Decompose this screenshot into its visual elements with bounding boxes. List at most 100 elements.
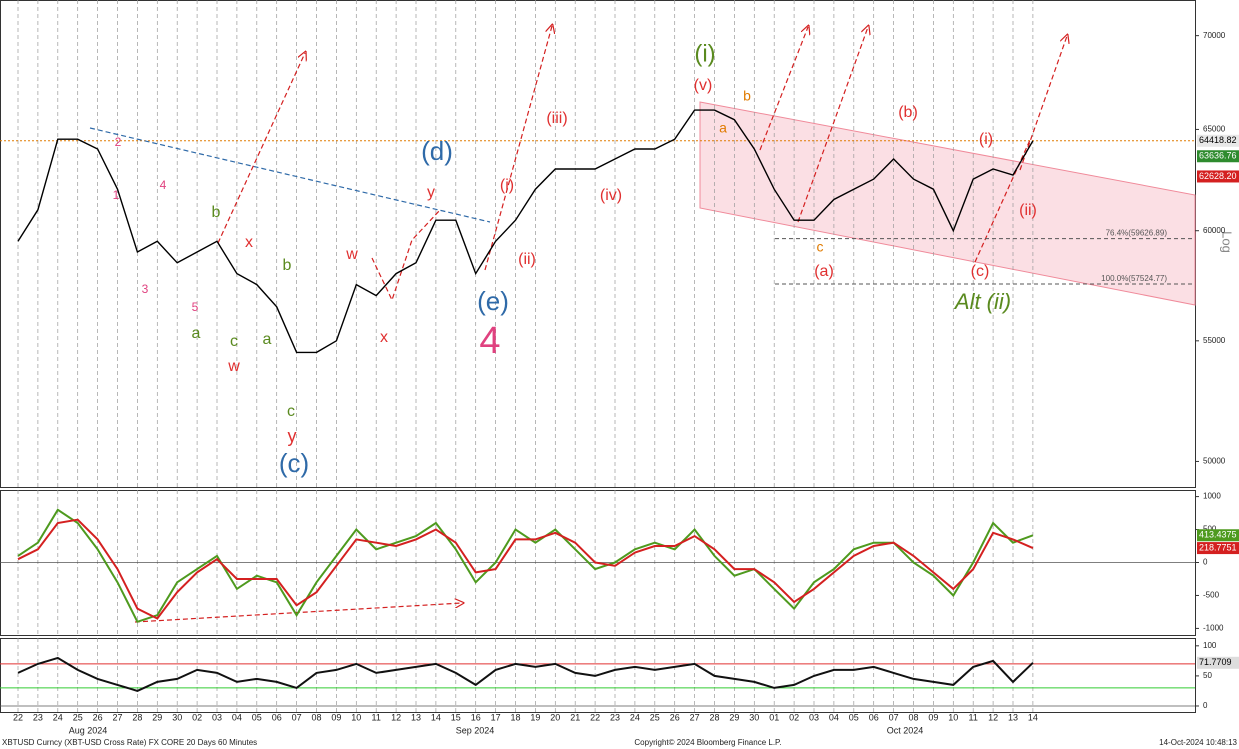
y-tick-label: 100 — [1203, 641, 1217, 650]
y-tick-label: 0 — [1203, 558, 1208, 567]
wave-label: 3 — [142, 282, 149, 296]
x-tick-label: 27 — [112, 712, 122, 722]
wave-label: 5 — [192, 300, 199, 314]
x-tick-label: 12 — [391, 712, 401, 722]
wave-label: w — [345, 246, 358, 263]
wave-label: (c) — [971, 263, 990, 280]
x-tick-label: 03 — [212, 712, 222, 722]
x-tick-label: 15 — [451, 712, 461, 722]
last-value-box — [1197, 150, 1239, 163]
wave-label: (e) — [477, 286, 509, 316]
x-tick-label: 27 — [690, 712, 700, 722]
x-tick-label: 08 — [311, 712, 321, 722]
wave-label: a — [192, 325, 201, 342]
wave-label: b — [212, 204, 221, 221]
x-tick-label: 14 — [1028, 712, 1038, 722]
x-tick-label: 06 — [869, 712, 879, 722]
footer-center: Copyright© 2024 Bloomberg Finance L.P. — [634, 738, 781, 747]
last-value-label: 62628.20 — [1199, 171, 1237, 181]
x-tick-label: 11 — [969, 712, 978, 722]
y-axis-label: Log — [1220, 231, 1235, 253]
wave-label: (i) — [694, 40, 715, 67]
x-tick-label: 28 — [709, 712, 719, 722]
x-tick-label: 07 — [292, 712, 302, 722]
price-line — [17, 508, 1034, 624]
wave-label: c — [817, 239, 824, 255]
fib-label: 76.4%(59626.89) — [1106, 229, 1168, 238]
x-tick-label: 13 — [411, 712, 421, 722]
last-value-box — [1197, 170, 1239, 183]
x-tick-label: 24 — [630, 712, 640, 722]
wave-label: (i) — [979, 131, 993, 148]
x-tick-label: 05 — [849, 712, 859, 722]
x-tick-label: 08 — [908, 712, 918, 722]
wave-label: (v) — [694, 77, 713, 94]
x-tick-label: 29 — [729, 712, 739, 722]
y-tick-label: 50000 — [1203, 457, 1226, 466]
x-tick-label: 26 — [670, 712, 680, 722]
x-tick-label: 30 — [172, 712, 182, 722]
x-tick-label: 24 — [53, 712, 63, 722]
x-tick-label: 26 — [93, 712, 103, 722]
x-tick-label: 14 — [431, 712, 441, 722]
x-tick-label: 01 — [769, 712, 779, 722]
x-tick-label: 06 — [272, 712, 282, 722]
x-tick-label: 29 — [152, 712, 162, 722]
trend-channel — [699, 101, 1196, 306]
x-tick-label: 09 — [331, 712, 341, 722]
fib-label: 100.0%(57524.77) — [1101, 274, 1167, 283]
x-tick-label: 25 — [650, 712, 660, 722]
y-tick-label: 70000 — [1203, 31, 1226, 40]
last-value-box — [1197, 529, 1239, 542]
x-tick-label: 10 — [948, 712, 958, 722]
wave-label: (ii) — [518, 251, 536, 268]
wave-label: (b) — [898, 104, 918, 121]
x-tick-label: 22 — [13, 712, 23, 722]
wave-label: (iii) — [546, 110, 567, 127]
y-tick-label: -1000 — [1203, 624, 1224, 633]
wave-label: y — [427, 184, 435, 201]
x-tick-label: 22 — [590, 712, 600, 722]
x-tick-label: 07 — [889, 712, 899, 722]
y-tick-label: 0 — [1203, 701, 1208, 710]
wave-label: w — [227, 358, 240, 375]
x-tick-label: 11 — [372, 712, 381, 722]
wave-label: b — [283, 257, 292, 274]
y-tick-label: 55000 — [1203, 336, 1226, 345]
wave-label: c — [230, 333, 238, 350]
footer-right: 14-Oct-2024 10:48:13 — [1159, 738, 1237, 747]
last-value-box — [1197, 656, 1239, 669]
x-tick-label: 02 — [789, 712, 799, 722]
wave-label: Alt (ii) — [953, 289, 1011, 314]
x-tick-label: 04 — [829, 712, 839, 722]
month-label: Oct 2024 — [887, 725, 924, 735]
x-tick-label: 30 — [749, 712, 759, 722]
last-value-box — [1197, 542, 1239, 555]
x-tick-label: 16 — [471, 712, 481, 722]
x-tick-label: 03 — [809, 712, 819, 722]
month-label: Aug 2024 — [69, 725, 108, 735]
last-value-box — [1197, 134, 1239, 147]
x-tick-label: 17 — [491, 712, 501, 722]
y-tick-label: 65000 — [1203, 125, 1226, 134]
x-tick-label: 04 — [232, 712, 242, 722]
wave-label: (i) — [500, 177, 514, 194]
x-tick-label: 28 — [132, 712, 142, 722]
x-tick-label: 18 — [510, 712, 520, 722]
wave-label: a — [719, 120, 727, 136]
wave-label: (c) — [279, 448, 309, 478]
y-tick-label: 500 — [1203, 525, 1217, 534]
month-label: Sep 2024 — [456, 725, 495, 735]
y-tick-label: 60000 — [1203, 226, 1226, 235]
last-value-label: 218.7751 — [1199, 542, 1237, 552]
wave-label: y — [288, 426, 297, 446]
wave-label: x — [245, 234, 253, 251]
x-tick-label: 09 — [928, 712, 938, 722]
x-tick-label: 23 — [33, 712, 43, 722]
wave-label: 1 — [113, 188, 120, 202]
x-tick-label: 13 — [1008, 712, 1018, 722]
last-value-label: 63636.76 — [1199, 151, 1237, 161]
y-tick-label: 1000 — [1203, 492, 1221, 501]
y-tick-label: -500 — [1203, 591, 1220, 600]
